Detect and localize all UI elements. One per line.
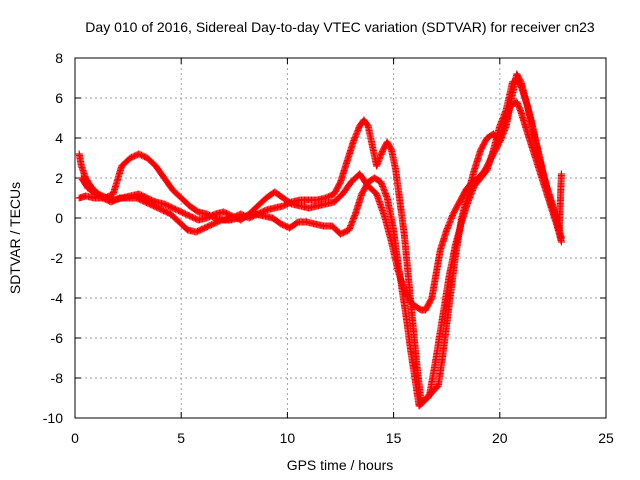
data-point [557,170,565,178]
data-point [557,234,565,242]
x-axis-title: GPS time / hours [287,457,394,473]
y-tick-label: 4 [55,130,63,146]
data-points [75,70,565,410]
y-tick-label: -8 [51,370,64,386]
y-tick-label: 0 [55,210,63,226]
y-axis-title: SDTVAR / TECUs [7,182,23,294]
y-tick-label: -4 [51,290,64,306]
y-tick-label: 6 [55,90,63,106]
plot-frame [74,57,607,419]
y-tick-label: 8 [55,50,63,66]
y-tick-label: -6 [51,330,64,346]
chart-title: Day 010 of 2016, Sidereal Day-to-day VTE… [85,19,595,35]
x-tick-label: 15 [386,430,402,446]
x-tick-label: 25 [598,430,614,446]
y-tick-label: -10 [43,410,63,426]
x-tick-label: 10 [280,430,296,446]
x-tick-label: 20 [492,430,508,446]
x-tick-label: 5 [177,430,185,446]
y-tick-label: 2 [55,170,63,186]
y-tick-label: -2 [51,250,64,266]
x-tick-label: 0 [71,430,79,446]
series-satellite-track-b [77,70,565,406]
series-satellite-track-c [75,76,565,410]
